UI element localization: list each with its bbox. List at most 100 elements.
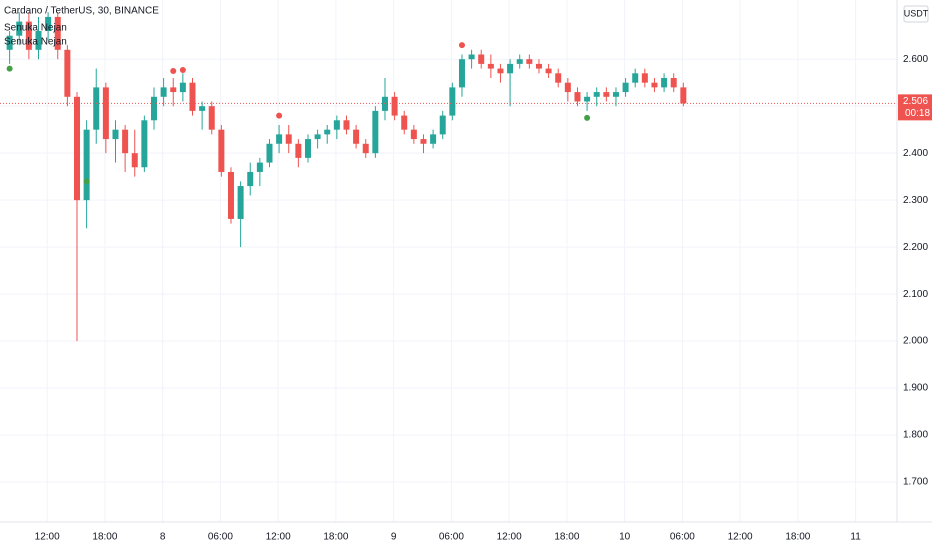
plot [6,12,687,342]
y-tick-label: 1.800 [903,430,928,441]
candle-body [545,68,552,74]
candle-body [487,63,494,69]
candle-body [276,134,283,144]
candle-body [324,129,331,135]
candle-body [372,110,379,154]
y-tick-label: 2.300 [903,195,928,206]
candle-body [170,87,177,93]
candle-body [468,54,475,60]
candle-body [410,129,417,140]
candle-body [612,92,619,97]
x-tick-label: 12:00 [497,532,522,543]
candle-body [362,143,369,154]
x-tick-label: 18:00 [785,532,810,543]
candle-body [179,82,186,93]
last-price-label: 2.506 [903,96,928,107]
candle-body [593,92,600,97]
y-tick-label: 1.700 [903,477,928,488]
candle-body [670,77,677,88]
x-tick-label: 9 [391,532,397,543]
candle-body [391,96,398,116]
candle-body [83,129,90,201]
y-tick-label: 2.000 [903,336,928,347]
candle-body [227,171,234,219]
candle-body [564,82,571,93]
candle-body [632,73,639,83]
candle-body [343,120,350,130]
candle-body [141,120,148,168]
x-tick-label: 06:00 [208,532,233,543]
x-tick-label: 11 [850,532,861,543]
signal-dot [6,65,13,72]
candle-body [526,59,533,64]
candle-body [333,120,340,130]
candle-body [285,134,292,144]
x-tick-label: 06:00 [439,532,464,543]
candle-body [516,59,523,64]
x-tick-label: 18:00 [92,532,117,543]
x-tick-label: 12:00 [728,532,753,543]
candle-body [401,115,408,130]
candle-body [661,77,668,88]
candle-body [651,82,658,88]
last-price-tag [898,94,932,121]
x-tick-label: 10 [619,532,631,543]
indicator-label[interactable]: Senuka Nejan [4,23,67,34]
candle-body [247,171,254,187]
signal-dot [458,42,465,49]
candle-body [45,16,52,32]
candle-body [54,16,61,50]
y-tick-label: 1.900 [903,383,928,394]
candle-body [73,96,80,201]
candle-body [458,59,465,88]
candle-body [189,82,196,111]
candle-body [584,96,591,102]
candle-body [218,129,225,172]
chart-title: Cardano / TetherUS, 30, BINANCE [4,6,159,17]
grid [0,0,897,522]
candle-body [420,139,427,144]
y-tick-label: 2.200 [903,242,928,253]
candle-body [208,106,215,130]
currency-button[interactable] [903,5,929,23]
candle-body [266,143,273,163]
candle-body [497,68,504,74]
candle-body [430,134,437,144]
candle-body [112,129,119,140]
candle-body [535,63,542,69]
candle-body [256,162,263,172]
x-tick-label: 06:00 [670,532,695,543]
candle-body [449,87,456,116]
candle-body [160,87,167,97]
candle-body [314,134,321,140]
candle-body [507,63,514,74]
y-tick-label: 2.100 [903,289,928,300]
candle-body [93,87,100,130]
candle-body [478,54,485,64]
candle-body [25,21,32,50]
x-tick-label: 12:00 [35,532,60,543]
candle-body [199,106,206,111]
candle-body [35,31,42,50]
signal-dot [170,67,177,74]
signal-dot [179,67,186,74]
x-tick-label: 18:00 [554,532,579,543]
currency-button-label[interactable]: USDT [904,8,929,18]
candle-body [64,49,71,97]
x-tick-label: 18:00 [323,532,348,543]
candle-body [131,153,138,168]
indicator-label[interactable]: Senuka Nejan [4,37,67,48]
signal-dot [276,112,283,119]
candle-body [237,186,244,219]
candle-body [574,92,581,102]
candle-body [150,96,157,121]
candle-body [439,115,446,135]
x-tick-label: 8 [160,532,166,543]
countdown-label: 00:18 [905,108,930,119]
signal-dot [584,114,591,121]
y-tick-label: 2.400 [903,148,928,159]
x-tick-label: 12:00 [266,532,291,543]
candle-body [122,129,129,154]
